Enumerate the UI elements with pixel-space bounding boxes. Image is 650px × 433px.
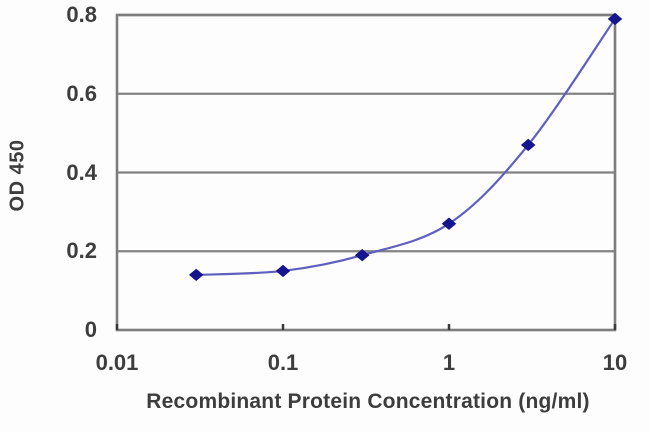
data-point-marker bbox=[607, 12, 623, 26]
plot-frame bbox=[115, 13, 617, 332]
y-tick-label: 0.2 bbox=[66, 238, 97, 264]
data-point-marker bbox=[354, 249, 370, 262]
y-tick-label: 0.6 bbox=[66, 80, 97, 106]
data-point-marker bbox=[275, 264, 291, 278]
x-tick-label: 1 bbox=[442, 350, 456, 375]
series-curve bbox=[196, 18, 616, 276]
x-tick-label: 0.1 bbox=[267, 350, 299, 375]
y-tick-label: 0 bbox=[84, 317, 97, 342]
data-point-marker bbox=[441, 217, 457, 230]
x-tick-label: 10 bbox=[602, 350, 628, 375]
data-point-marker bbox=[520, 138, 536, 152]
x-tick-label: 0.01 bbox=[95, 350, 139, 375]
data-point-marker bbox=[188, 268, 204, 282]
x-axis-title: Recombinant Protein Concentration (ng/ml… bbox=[146, 390, 590, 413]
y-tick-label: 0.4 bbox=[66, 159, 97, 185]
y-tick-label: 0.8 bbox=[66, 2, 97, 27]
